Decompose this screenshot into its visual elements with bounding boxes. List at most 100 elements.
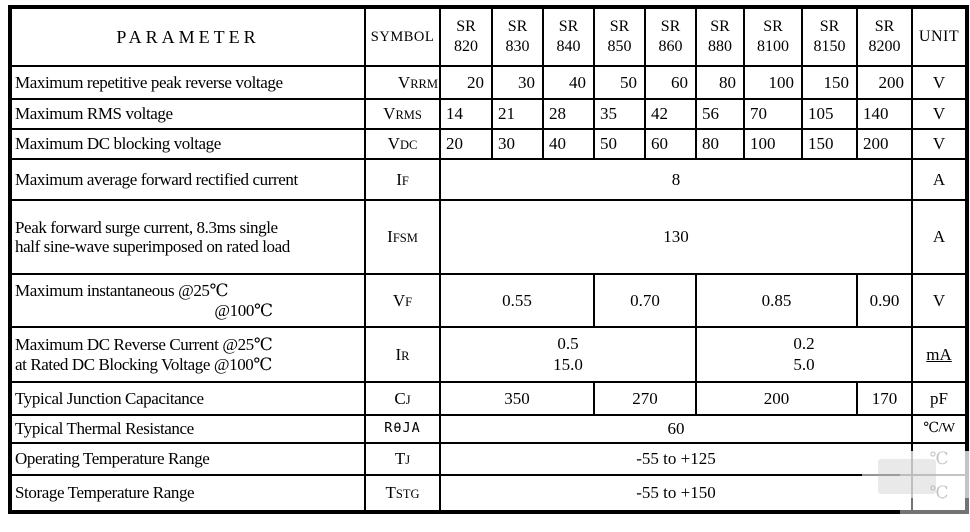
value-cell: 150: [801, 128, 858, 160]
value-cell-merged: 130: [439, 199, 913, 275]
row-tstg: Storage Temperature Range TSTG -55 to +1…: [9, 474, 968, 513]
header-model-sr820: SR 820: [439, 6, 493, 67]
table-header-row: PARAMETER SYMBOL SR 820 SR 830 SR 840 SR 850…: [9, 6, 968, 67]
unit-cell: ℃/W: [911, 414, 968, 444]
value-cell: 42: [644, 98, 697, 130]
value-cell-merged: 0.5 15.0: [439, 326, 697, 383]
param-cell: Maximum instantaneous @25℃ @100℃: [9, 273, 366, 328]
value-cell: 21: [491, 98, 544, 130]
unit-cell: V: [911, 128, 968, 160]
maximum-ratings-table: PARAMETER SYMBOL SR 820 SR 830 SR 840 SR 850…: [8, 5, 969, 514]
value-cell: 60: [644, 65, 697, 100]
symbol-cell: VRMS: [364, 98, 441, 130]
param-cell: Maximum RMS voltage: [9, 98, 366, 130]
value-cell-merged: 60: [439, 414, 913, 444]
value-cell: 14: [439, 98, 493, 130]
value-cell-merged: 350: [439, 381, 595, 416]
header-symbol: SYMBOL: [364, 6, 441, 67]
value-cell: 80: [695, 128, 745, 160]
header-model-sr8150: SR 8150: [801, 6, 858, 67]
unit-cell: V: [911, 65, 968, 100]
value-cell-merged: 270: [593, 381, 697, 416]
symbol-cell: RθJA: [364, 414, 441, 444]
value-cell: 140: [856, 98, 913, 130]
row-ifsm: Peak forward surge current, 8.3ms single…: [9, 199, 968, 275]
value-cell: 0.90: [856, 273, 913, 328]
param-cell: Maximum DC Reverse Current @25℃ at Rated…: [9, 326, 366, 383]
value-cell-merged: 8: [439, 158, 913, 201]
value-cell: 30: [491, 128, 544, 160]
row-if: Maximum average forward rectified curren…: [9, 158, 968, 201]
header-model-sr840: SR 840: [542, 6, 595, 67]
symbol-cell: VDC: [364, 128, 441, 160]
value-cell-merged: 0.70: [593, 273, 697, 328]
unit-cell: A: [911, 158, 968, 201]
value-cell: 100: [743, 65, 803, 100]
unit-cell: V: [911, 98, 968, 130]
value-cell: 35: [593, 98, 646, 130]
unit-cell: pF: [911, 381, 968, 416]
value-cell: 80: [695, 65, 745, 100]
header-parameter: PARAMETER: [9, 6, 366, 67]
header-model-sr860: SR 860: [644, 6, 697, 67]
row-vrms: Maximum RMS voltage VRMS 14 21 28 35 42 …: [9, 98, 968, 130]
row-cj: Typical Junction Capacitance CJ 350 270 …: [9, 381, 968, 416]
value-cell: 56: [695, 98, 745, 130]
header-unit: UNIT: [911, 6, 968, 67]
value-cell: 170: [856, 381, 913, 416]
header-model-sr880: SR 880: [695, 6, 745, 67]
value-cell: 50: [593, 128, 646, 160]
row-tj: Operating Temperature Range TJ -55 to +1…: [9, 442, 968, 476]
value-cell: 20: [439, 65, 493, 100]
value-cell: 40: [542, 65, 595, 100]
value-cell: 20: [439, 128, 493, 160]
value-cell-merged: 0.2 5.0: [695, 326, 913, 383]
symbol-cell: TJ: [364, 442, 441, 476]
unit-cell: ℃: [911, 442, 968, 476]
unit-cell: A: [911, 199, 968, 275]
value-cell: 40: [542, 128, 595, 160]
param-cell: Maximum repetitive peak reverse voltage: [9, 65, 366, 100]
unit-cell: ℃: [911, 474, 968, 513]
row-vf: Maximum instantaneous @25℃ @100℃ VF 0.55…: [9, 273, 968, 328]
value-cell: 100: [743, 128, 803, 160]
row-vdc: Maximum DC blocking voltage VDC 20 30 40…: [9, 128, 968, 160]
unit-cell: V: [911, 273, 968, 328]
param-cell: Typical Thermal Resistance: [9, 414, 366, 444]
symbol-cell: VRRM: [364, 65, 441, 100]
symbol-cell: CJ: [364, 381, 441, 416]
param-cell: Operating Temperature Range: [9, 442, 366, 476]
header-model-sr8100: SR 8100: [743, 6, 803, 67]
value-cell-merged: 0.55: [439, 273, 595, 328]
value-cell: 150: [801, 65, 858, 100]
symbol-cell: IFSM: [364, 199, 441, 275]
symbol-cell: IF: [364, 158, 441, 201]
row-rtheta-ja: Typical Thermal Resistance RθJA 60 ℃/W: [9, 414, 968, 444]
value-cell: 200: [856, 65, 913, 100]
value-cell-merged: 0.85: [695, 273, 858, 328]
value-cell: 30: [491, 65, 544, 100]
value-cell: 60: [644, 128, 697, 160]
symbol-cell: TSTG: [364, 474, 441, 513]
value-cell-merged: -55 to +125: [439, 442, 913, 476]
row-vrrm: Maximum repetitive peak reverse voltage …: [9, 65, 968, 100]
value-cell: 70: [743, 98, 803, 130]
symbol-cell: VF: [364, 273, 441, 328]
value-cell-merged: 200: [695, 381, 858, 416]
header-model-sr850: SR 850: [593, 6, 646, 67]
header-model-sr8200: SR 8200: [856, 6, 913, 67]
row-ir: Maximum DC Reverse Current @25℃ at Rated…: [9, 326, 968, 383]
header-model-sr830: SR 830: [491, 6, 544, 67]
value-cell: 200: [856, 128, 913, 160]
value-cell: 50: [593, 65, 646, 100]
param-cell: Maximum average forward rectified curren…: [9, 158, 366, 201]
param-cell: Maximum DC blocking voltage: [9, 128, 366, 160]
param-cell: Peak forward surge current, 8.3ms single…: [9, 199, 366, 275]
param-cell: Typical Junction Capacitance: [9, 381, 366, 416]
value-cell: 28: [542, 98, 595, 130]
value-cell-merged: -55 to +150: [439, 474, 913, 513]
unit-cell: mA: [911, 326, 968, 383]
param-cell: Storage Temperature Range: [9, 474, 366, 513]
value-cell: 105: [801, 98, 858, 130]
symbol-cell: IR: [364, 326, 441, 383]
